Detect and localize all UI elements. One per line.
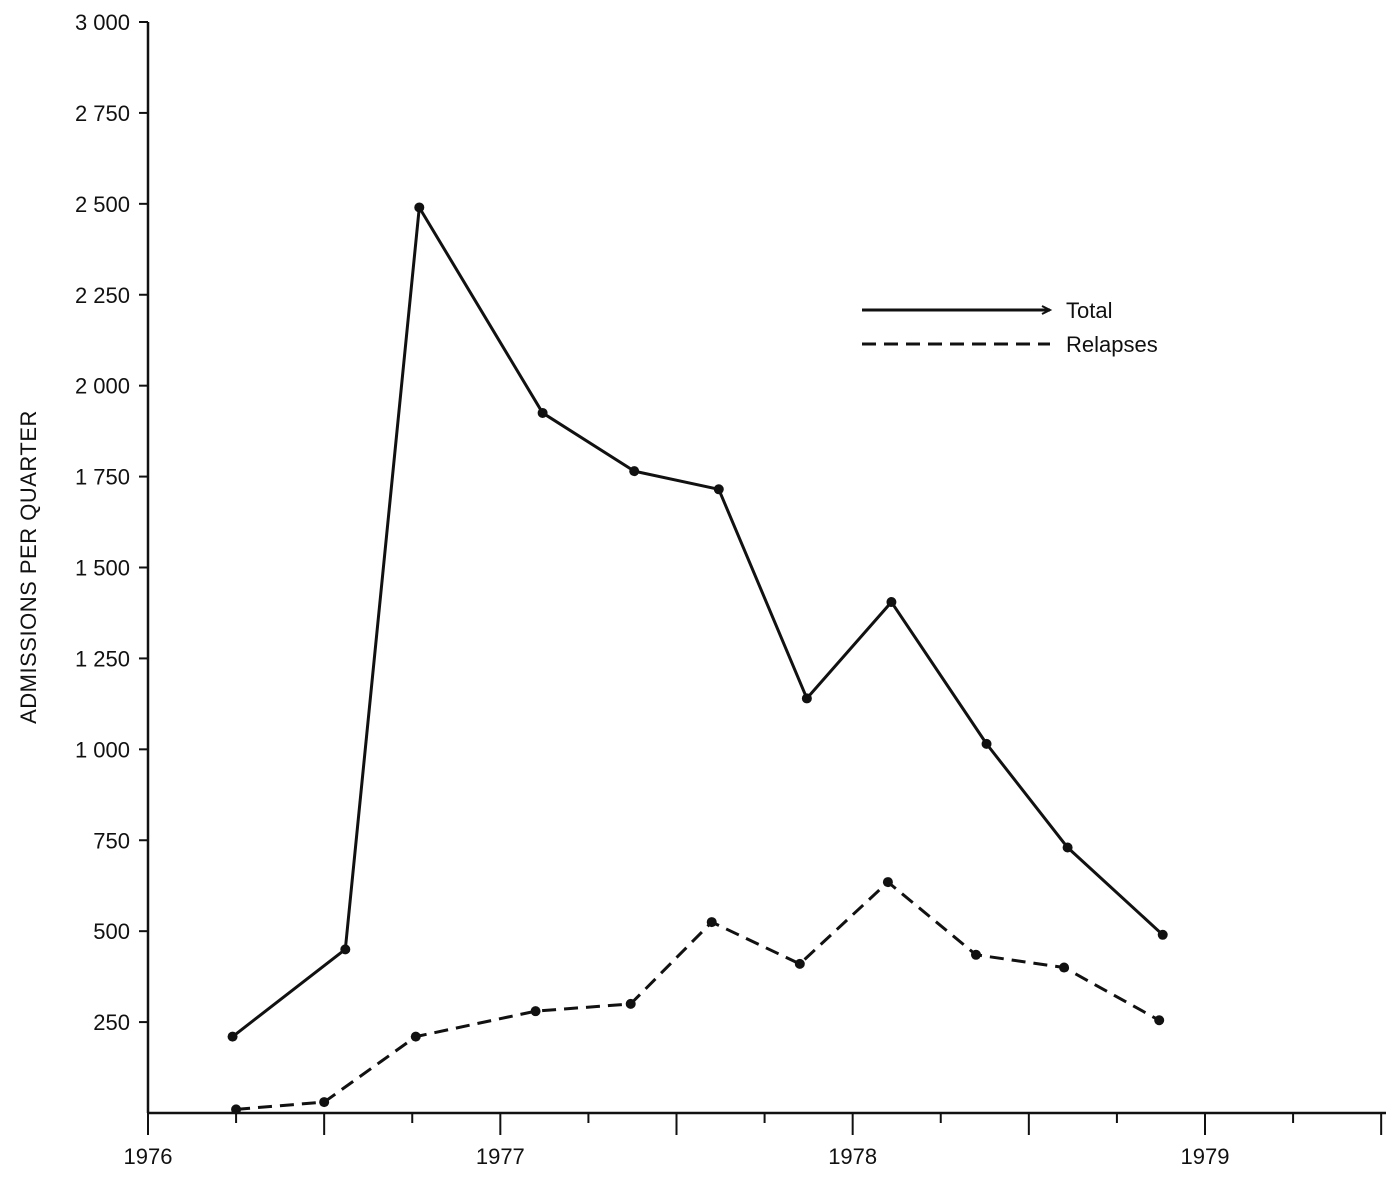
data-point-relapses [794, 958, 805, 969]
y-tick-label: 1 500 [75, 556, 130, 581]
y-tick-label: 2 000 [75, 374, 130, 399]
data-point-relapses [1154, 1015, 1165, 1026]
data-point-relapses [706, 917, 717, 928]
data-point-total [537, 407, 548, 418]
data-point-total [801, 693, 812, 704]
legend-arrowhead [1041, 305, 1053, 315]
data-point-total [886, 597, 897, 608]
data-point-relapses [530, 1006, 541, 1017]
data-point-relapses [410, 1031, 421, 1042]
x-tick-label: 1979 [1181, 1144, 1230, 1169]
y-tick-label: 1 250 [75, 646, 130, 671]
y-tick-label: 250 [93, 1010, 130, 1035]
data-point-total [981, 738, 992, 749]
data-point-relapses [970, 949, 981, 960]
data-point-total [629, 466, 640, 477]
data-point-total [340, 944, 351, 955]
y-tick-label: 2 750 [75, 101, 130, 126]
y-tick-label: 3 000 [75, 10, 130, 35]
x-ticks: 1976 1977 1978 1979 [124, 1113, 1383, 1169]
y-tick-label: 2 250 [75, 283, 130, 308]
series-line-total [231, 205, 1164, 1038]
legend-label-total: Total [1066, 298, 1112, 323]
data-point-total [227, 1031, 238, 1042]
data-point-relapses [1059, 962, 1070, 973]
data-point-total [414, 202, 425, 213]
series-layer [227, 202, 1168, 1115]
y-tick-label: 750 [93, 828, 130, 853]
data-point-total [713, 484, 724, 495]
data-point-relapses [231, 1104, 242, 1115]
data-point-relapses [882, 877, 893, 888]
data-point-total [1157, 929, 1168, 940]
y-tick-label: 1 000 [75, 737, 130, 762]
data-point-relapses [319, 1097, 330, 1108]
legend: Total Relapses [862, 298, 1158, 357]
data-point-total [1062, 842, 1073, 853]
data-point-relapses [625, 998, 636, 1009]
x-tick-label: 1977 [476, 1144, 525, 1169]
y-tick-label: 2 500 [75, 192, 130, 217]
y-ticks: 250 500 750 1 000 1 250 1 500 1 750 2 000 2 250 2… [75, 10, 148, 1035]
y-tick-label: 1 750 [75, 465, 130, 490]
y-tick-label: 500 [93, 919, 130, 944]
x-tick-label: 1976 [124, 1144, 173, 1169]
y-axis-title: ADMISSIONS PER QUARTER [16, 410, 41, 724]
series-line-relapses [235, 880, 1160, 1111]
x-tick-label: 1978 [828, 1144, 877, 1169]
legend-label-relapses: Relapses [1066, 332, 1158, 357]
